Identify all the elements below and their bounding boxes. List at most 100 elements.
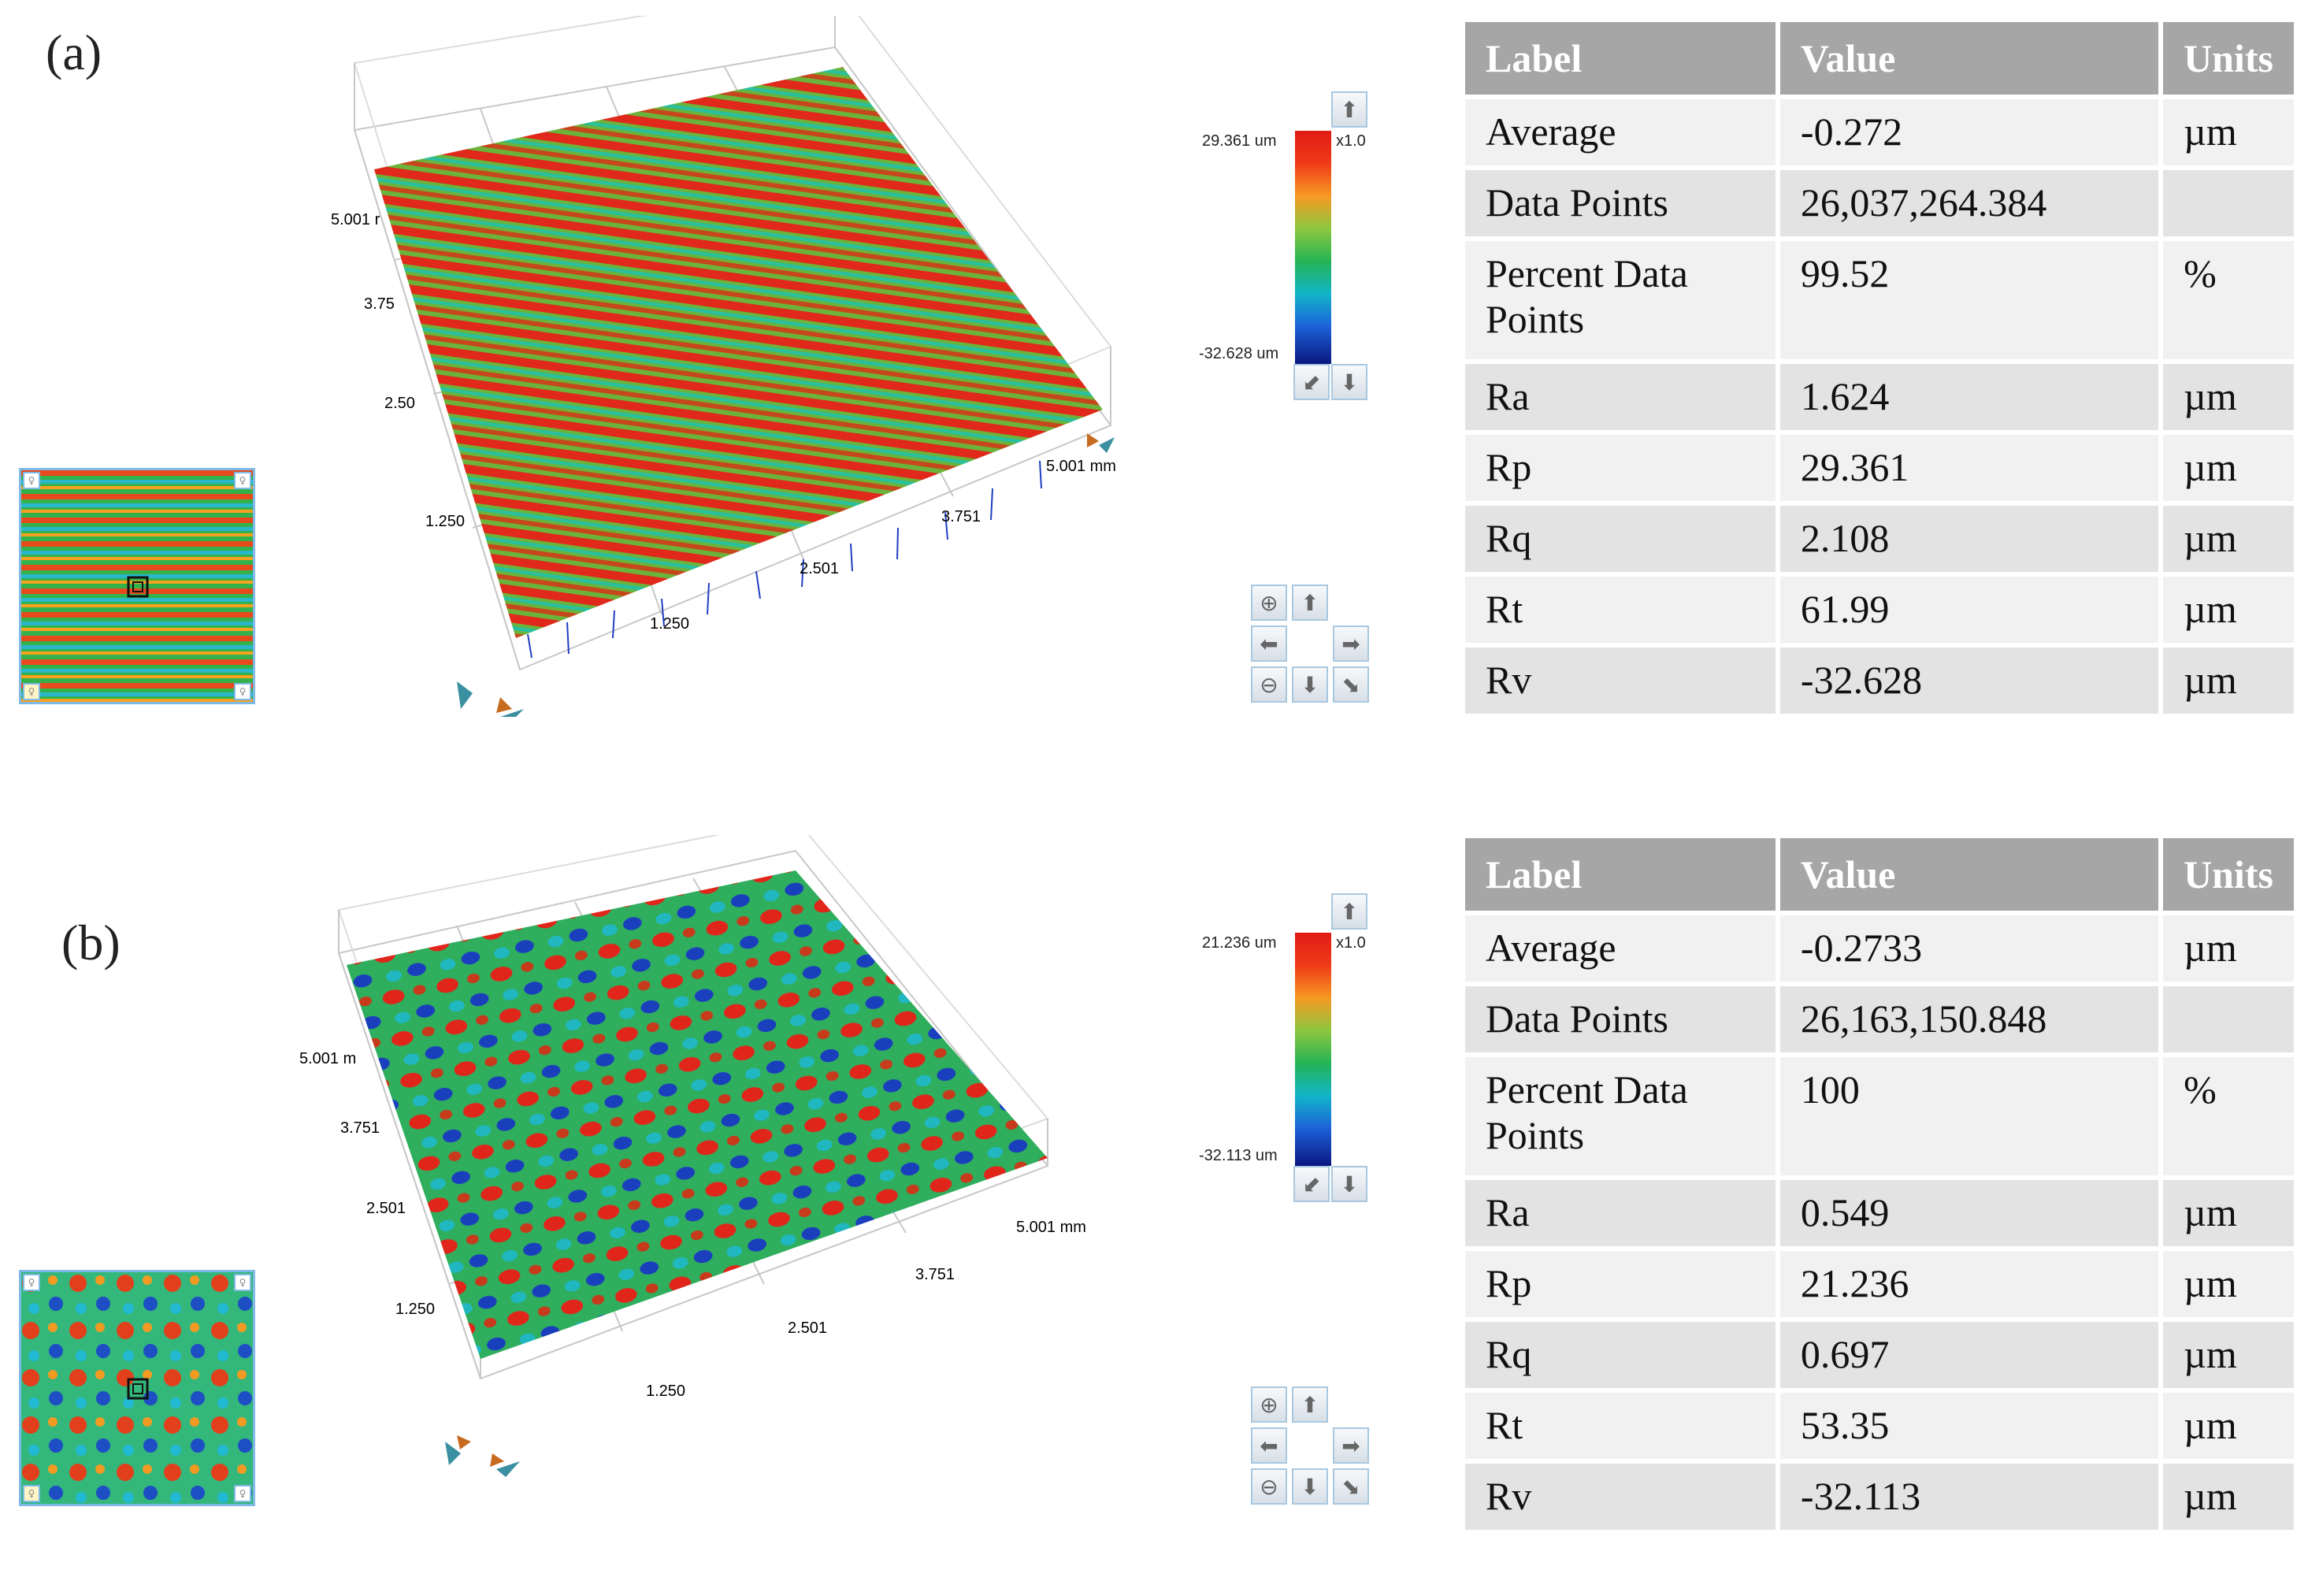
x-tick: 5.001 mm: [1046, 458, 1116, 475]
lightbulb-icon[interactable]: ♀: [23, 683, 40, 700]
color-scale-bar: [1295, 131, 1331, 364]
cell-units: µm: [2163, 648, 2294, 714]
cell-value: 100: [1779, 1057, 2159, 1175]
cell-label: Rq: [1465, 506, 1776, 572]
table-row: Average -0.272 µm: [1465, 99, 2294, 165]
y-tick: 2.501: [366, 1200, 406, 1217]
y-tick: 1.250: [425, 513, 465, 530]
table-row: Data Points 26,037,264.384: [1465, 170, 2294, 236]
table-row: Percent Data Points 100%: [1465, 1057, 2294, 1175]
zoom-in-icon[interactable]: ⊕: [1251, 585, 1287, 621]
color-scale-bar: [1295, 933, 1331, 1166]
arrow-down-icon[interactable]: ⬇: [1331, 364, 1367, 400]
column-header: Label: [1465, 838, 1776, 911]
pan-up-icon[interactable]: ⬆: [1292, 1386, 1328, 1423]
rotate-handle-icon[interactable]: [445, 1435, 520, 1477]
table-row: Rt 53.35 µm: [1465, 1393, 2294, 1459]
pan-down-icon[interactable]: ⬇: [1292, 1468, 1328, 1505]
surface-3d-view[interactable]: 5.001 m 3.751 2.501 1.250 1.250 2.501 3.…: [291, 835, 1166, 1489]
y-tick: 3.751: [340, 1119, 380, 1137]
cell-units: µm: [2163, 915, 2294, 982]
table-row: Rp 29.361 µm: [1465, 435, 2294, 501]
colorbar-min-label: -32.628 um: [1199, 345, 1279, 362]
cell-label: Rq: [1465, 1322, 1776, 1388]
x-tick: 5.001 mm: [1016, 1219, 1086, 1236]
arrow-up-icon[interactable]: ⬆: [1331, 893, 1367, 930]
cell-units: [2163, 170, 2294, 236]
zoom-out-icon[interactable]: ⊖: [1251, 666, 1287, 703]
cell-label: Percent Data Points: [1465, 1057, 1776, 1175]
colorbar-max-label: 21.236 um: [1202, 934, 1277, 952]
colorbar-scale-label: x1.0: [1336, 934, 1366, 952]
cell-value: 53.35: [1779, 1393, 2159, 1459]
cell-units: µm: [2163, 1464, 2294, 1530]
cell-units: µm: [2163, 1251, 2294, 1317]
rotate-handle-icon[interactable]: [457, 433, 1115, 717]
zoom-in-icon[interactable]: ⊕: [1251, 1386, 1287, 1423]
cell-value: 26,037,264.384: [1779, 170, 2159, 236]
pan-right-icon[interactable]: ➡: [1333, 1427, 1369, 1464]
lightbulb-icon[interactable]: ♀: [23, 1485, 40, 1502]
cell-units: µm: [2163, 99, 2294, 165]
overview-thumbnail[interactable]: ♀ ♀ ♀ ♀: [19, 468, 255, 704]
lightbulb-icon[interactable]: ♀: [234, 683, 251, 700]
cell-units: µm: [2163, 1322, 2294, 1388]
pan-left-icon[interactable]: ⬅: [1251, 1427, 1287, 1464]
pan-up-icon[interactable]: ⬆: [1292, 585, 1328, 621]
pan-right-icon[interactable]: ➡: [1333, 625, 1369, 662]
panel-label-a: (a): [46, 24, 102, 80]
reset-view-icon[interactable]: ⬊: [1333, 666, 1369, 703]
height-surface: [374, 67, 1103, 638]
cell-label: Average: [1465, 99, 1776, 165]
arrow-down-icon[interactable]: ⬇: [1331, 1166, 1367, 1202]
cell-value: 1.624: [1779, 364, 2159, 430]
reset-view-icon[interactable]: ⬊: [1333, 1468, 1369, 1505]
y-tick: 3.75: [364, 295, 395, 313]
cell-value: -32.628: [1779, 648, 2159, 714]
column-header: Units: [2163, 22, 2294, 95]
zoom-out-icon[interactable]: ⊖: [1251, 1468, 1287, 1505]
cell-value: 61.99: [1779, 577, 2159, 643]
table-row: Ra 1.624 µm: [1465, 364, 2294, 430]
x-tick: 3.751: [915, 1266, 955, 1283]
pan-down-icon[interactable]: ⬇: [1292, 666, 1328, 703]
cell-units: µm: [2163, 435, 2294, 501]
lightbulb-icon[interactable]: ♀: [234, 1485, 251, 1502]
overview-thumbnail[interactable]: ♀ ♀ ♀ ♀: [19, 1270, 255, 1506]
table-row: Rp 21.236 µm: [1465, 1251, 2294, 1317]
thumbnail-map: [21, 470, 253, 702]
table-row: Rv -32.628 µm: [1465, 648, 2294, 714]
cell-label: Rp: [1465, 435, 1776, 501]
lightbulb-icon[interactable]: ♀: [234, 1274, 251, 1291]
cell-value: 0.549: [1779, 1180, 2159, 1246]
cell-value: -0.2733: [1779, 915, 2159, 982]
lightbulb-icon[interactable]: ♀: [23, 472, 40, 489]
lightbulb-icon[interactable]: ♀: [234, 472, 251, 489]
cell-value: 2.108: [1779, 506, 2159, 572]
height-surface: [347, 870, 1048, 1359]
measurement-table: Label Value Units Average -0.2733 µm Data …: [1460, 833, 2299, 1535]
surface-3d-view[interactable]: 5.001 r 3.75 2.50 1.250 1.250 2.501 3.75…: [331, 16, 1166, 717]
table-row: Ra 0.549 µm: [1465, 1180, 2294, 1246]
column-header: Units: [2163, 838, 2294, 911]
lightbulb-icon[interactable]: ♀: [23, 1274, 40, 1291]
pan-left-icon[interactable]: ⬅: [1251, 625, 1287, 662]
table-header-row: Label Value Units: [1465, 838, 2294, 911]
column-header: Value: [1779, 838, 2159, 911]
y-tick: 2.50: [384, 395, 415, 412]
reset-color-icon[interactable]: ⬋: [1293, 1166, 1330, 1202]
cell-units: µm: [2163, 1180, 2294, 1246]
cell-label: Rv: [1465, 648, 1776, 714]
cell-value: 29.361: [1779, 435, 2159, 501]
cell-value: 21.236: [1779, 1251, 2159, 1317]
arrow-up-icon[interactable]: ⬆: [1331, 91, 1367, 128]
reset-color-icon[interactable]: ⬋: [1293, 364, 1330, 400]
cell-units: µm: [2163, 1393, 2294, 1459]
cell-units: %: [2163, 1057, 2294, 1175]
cell-label: Rv: [1465, 1464, 1776, 1530]
cell-units: µm: [2163, 364, 2294, 430]
table-row: Rt 61.99 µm: [1465, 577, 2294, 643]
column-header: Label: [1465, 22, 1776, 95]
colorbar-min-label: -32.113 um: [1199, 1147, 1278, 1164]
cell-units: %: [2163, 241, 2294, 359]
